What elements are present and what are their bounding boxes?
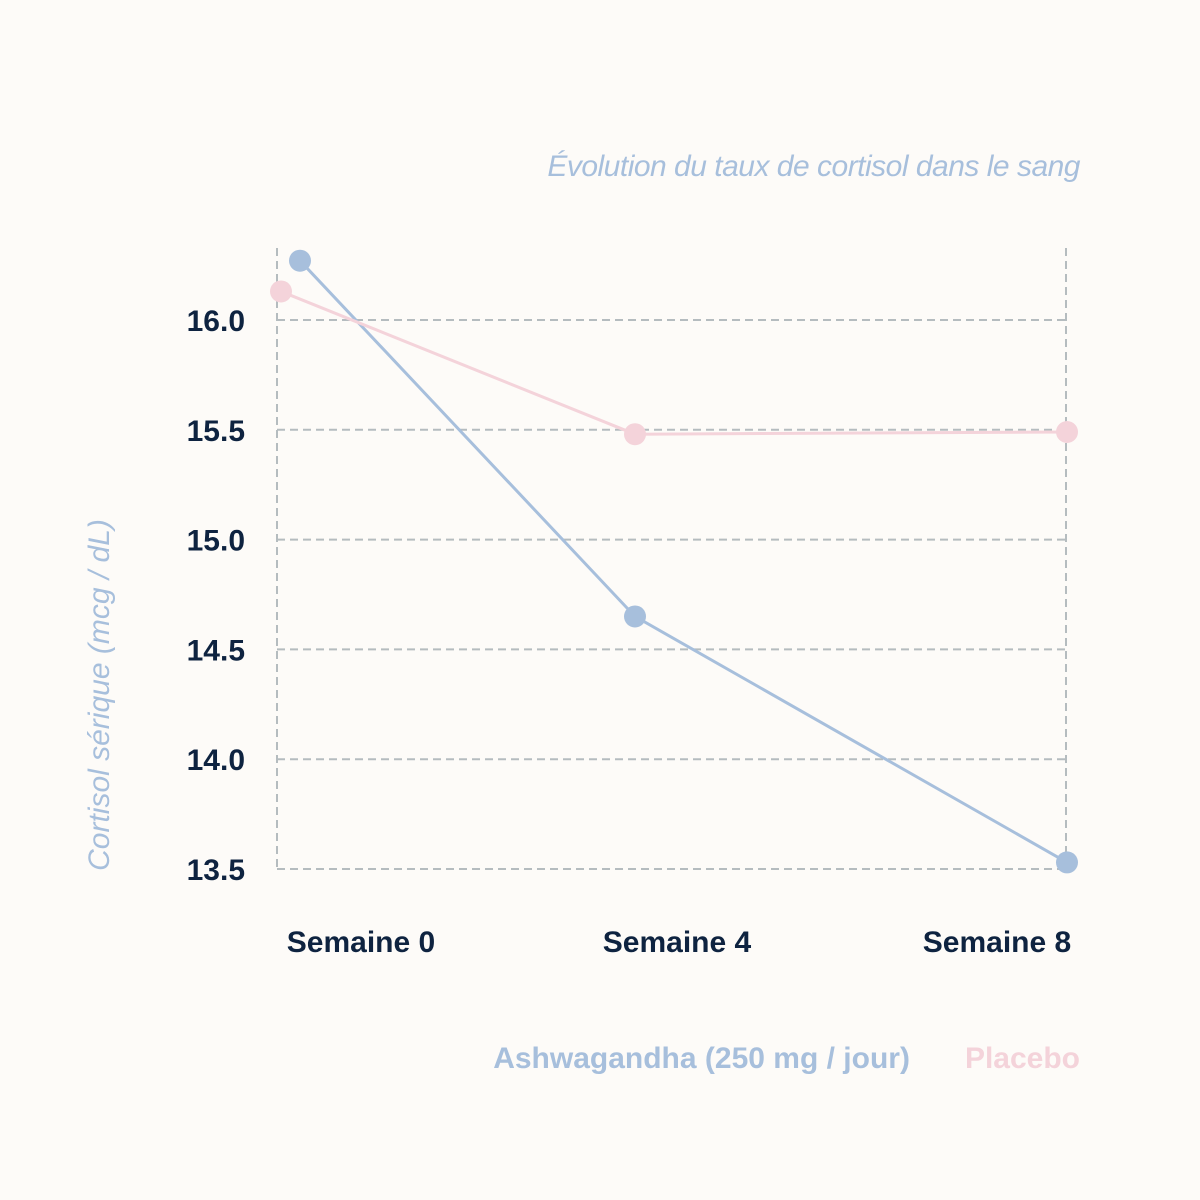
data-point-ashwagandha [624, 605, 646, 628]
data-point-ashwagandha [289, 249, 311, 272]
legend-ashwagandha: Ashwagandha (250 mg / jour) [493, 1042, 910, 1075]
data-point-placebo [270, 280, 292, 303]
series-line-placebo [280, 290, 1068, 436]
series-line-ashwagandha [298, 259, 1068, 864]
y-tick-label: 15.0 [187, 525, 245, 558]
x-tick-label: Semaine 8 [923, 926, 1071, 959]
legend: Ashwagandha (250 mg / jour) Placebo [493, 1042, 1080, 1076]
x-tick-label: Semaine 4 [603, 926, 752, 959]
y-tick-label: 16.0 [187, 305, 245, 338]
data-point-placebo [624, 423, 646, 446]
y-tick-label: 13.5 [187, 854, 245, 887]
data-point-placebo [1056, 420, 1078, 443]
y-tick-label: 14.0 [187, 744, 245, 777]
y-tick-label: 15.5 [187, 415, 245, 448]
x-tick-label: Semaine 0 [287, 926, 435, 959]
chart-title: Évolution du taux de cortisol dans le sa… [547, 150, 1080, 183]
legend-placebo: Placebo [964, 1042, 1080, 1075]
y-tick-label: 14.5 [187, 634, 245, 667]
data-point-ashwagandha [1056, 851, 1078, 874]
